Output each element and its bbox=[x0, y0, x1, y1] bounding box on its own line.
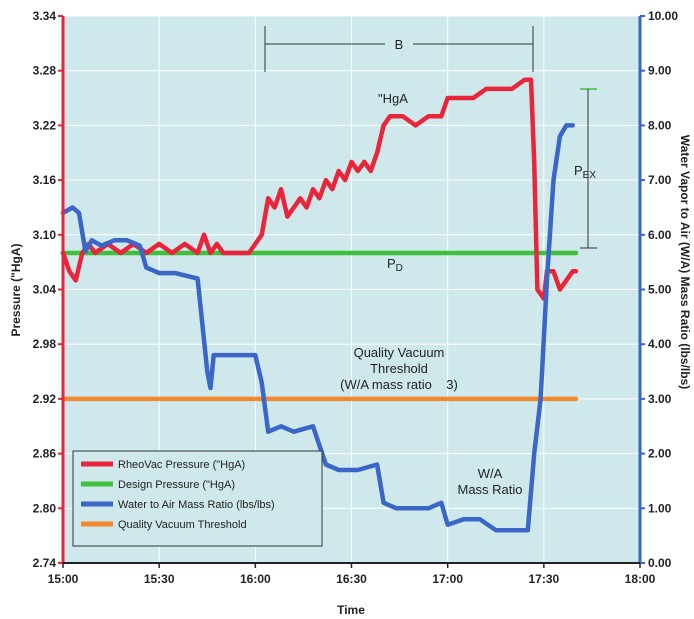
y-tick-label: 2.92 bbox=[33, 392, 57, 406]
y-tick-label: 3.28 bbox=[33, 64, 57, 78]
x-tick-label: 16:30 bbox=[336, 572, 367, 586]
x-axis-label: Time bbox=[337, 603, 365, 617]
y2-tick-label: 3.00 bbox=[648, 392, 672, 406]
y2-tick-label: 10.00 bbox=[648, 9, 678, 23]
y-axis-label: Pressure ("HgA) bbox=[9, 243, 23, 336]
legend-label: RheoVac Pressure ("HgA) bbox=[118, 459, 245, 471]
x-tick-label: 18:00 bbox=[625, 572, 656, 586]
bracket-b-label: B bbox=[395, 37, 404, 52]
x-tick-label: 17:00 bbox=[432, 572, 463, 586]
pex-subscript: EX bbox=[583, 170, 597, 181]
y2-tick-label: 0.00 bbox=[648, 556, 672, 570]
y2-tick-label: 8.00 bbox=[648, 118, 672, 132]
wa-label-line2: Mass Ratio bbox=[457, 482, 522, 497]
hga-label: "HgA bbox=[378, 91, 408, 106]
pex-label: PEX bbox=[574, 163, 596, 181]
x-tick-label: 16:00 bbox=[240, 572, 271, 586]
x-tick-label: 17:30 bbox=[528, 572, 559, 586]
y2-tick-label: 7.00 bbox=[648, 173, 672, 187]
legend-label: Quality Vacuum Threshold bbox=[118, 519, 247, 531]
y2-tick-label: 2.00 bbox=[648, 447, 672, 461]
legend-label: Design Pressure ("HgA) bbox=[118, 479, 235, 491]
y-tick-label: 3.22 bbox=[33, 118, 57, 132]
y-tick-label: 3.16 bbox=[33, 173, 57, 187]
y-tick-label: 3.34 bbox=[33, 9, 57, 23]
y-tick-label: 3.10 bbox=[33, 228, 57, 242]
tick-labels: 2.74 2.80 2.86 2.92 2.98 3.04 3.10 3.16 3.22 3.28… bbox=[33, 9, 679, 586]
pd-label: PD bbox=[387, 256, 403, 274]
annotations: B "HgA PEX PD Quality Vacuum Threshold (… bbox=[264, 26, 597, 497]
y-tick-label: 2.86 bbox=[33, 447, 57, 461]
y2-tick-label: 5.00 bbox=[648, 283, 672, 297]
y2-axis-label: Water Vapor to Air (W/A) Mass Ratio (lbs… bbox=[678, 135, 692, 389]
x-tick-label: 15:30 bbox=[144, 572, 175, 586]
legend-box bbox=[72, 450, 323, 547]
x-tick-label: 15:00 bbox=[48, 572, 79, 586]
y-tick-label: 2.74 bbox=[33, 556, 57, 570]
y2-tick-label: 9.00 bbox=[648, 64, 672, 78]
y2-tick-label: 6.00 bbox=[648, 228, 672, 242]
y2-tick-label: 4.00 bbox=[648, 337, 672, 351]
qvt-label-line3: (W/A mass ratio 3) bbox=[340, 377, 458, 392]
wa-label-line1: W/A bbox=[478, 466, 503, 481]
pd-subscript: D bbox=[396, 263, 403, 274]
y-tick-label: 2.80 bbox=[33, 501, 57, 515]
series-line-0 bbox=[60, 77, 579, 301]
legend: RheoVac Pressure ("HgA) Design Pressure (… bbox=[72, 450, 323, 547]
series-line-2 bbox=[60, 123, 575, 533]
qvt-label-line2: Threshold bbox=[370, 361, 428, 376]
y2-tick-label: 1.00 bbox=[648, 501, 672, 515]
qvt-label-line1: Quality Vacuum bbox=[354, 345, 445, 360]
legend-label: Water to Air Mass Ratio (lbs/lbs) bbox=[118, 499, 275, 511]
series-layer bbox=[60, 77, 579, 533]
y-tick-label: 3.04 bbox=[33, 283, 57, 297]
y-tick-label: 2.98 bbox=[33, 337, 57, 351]
